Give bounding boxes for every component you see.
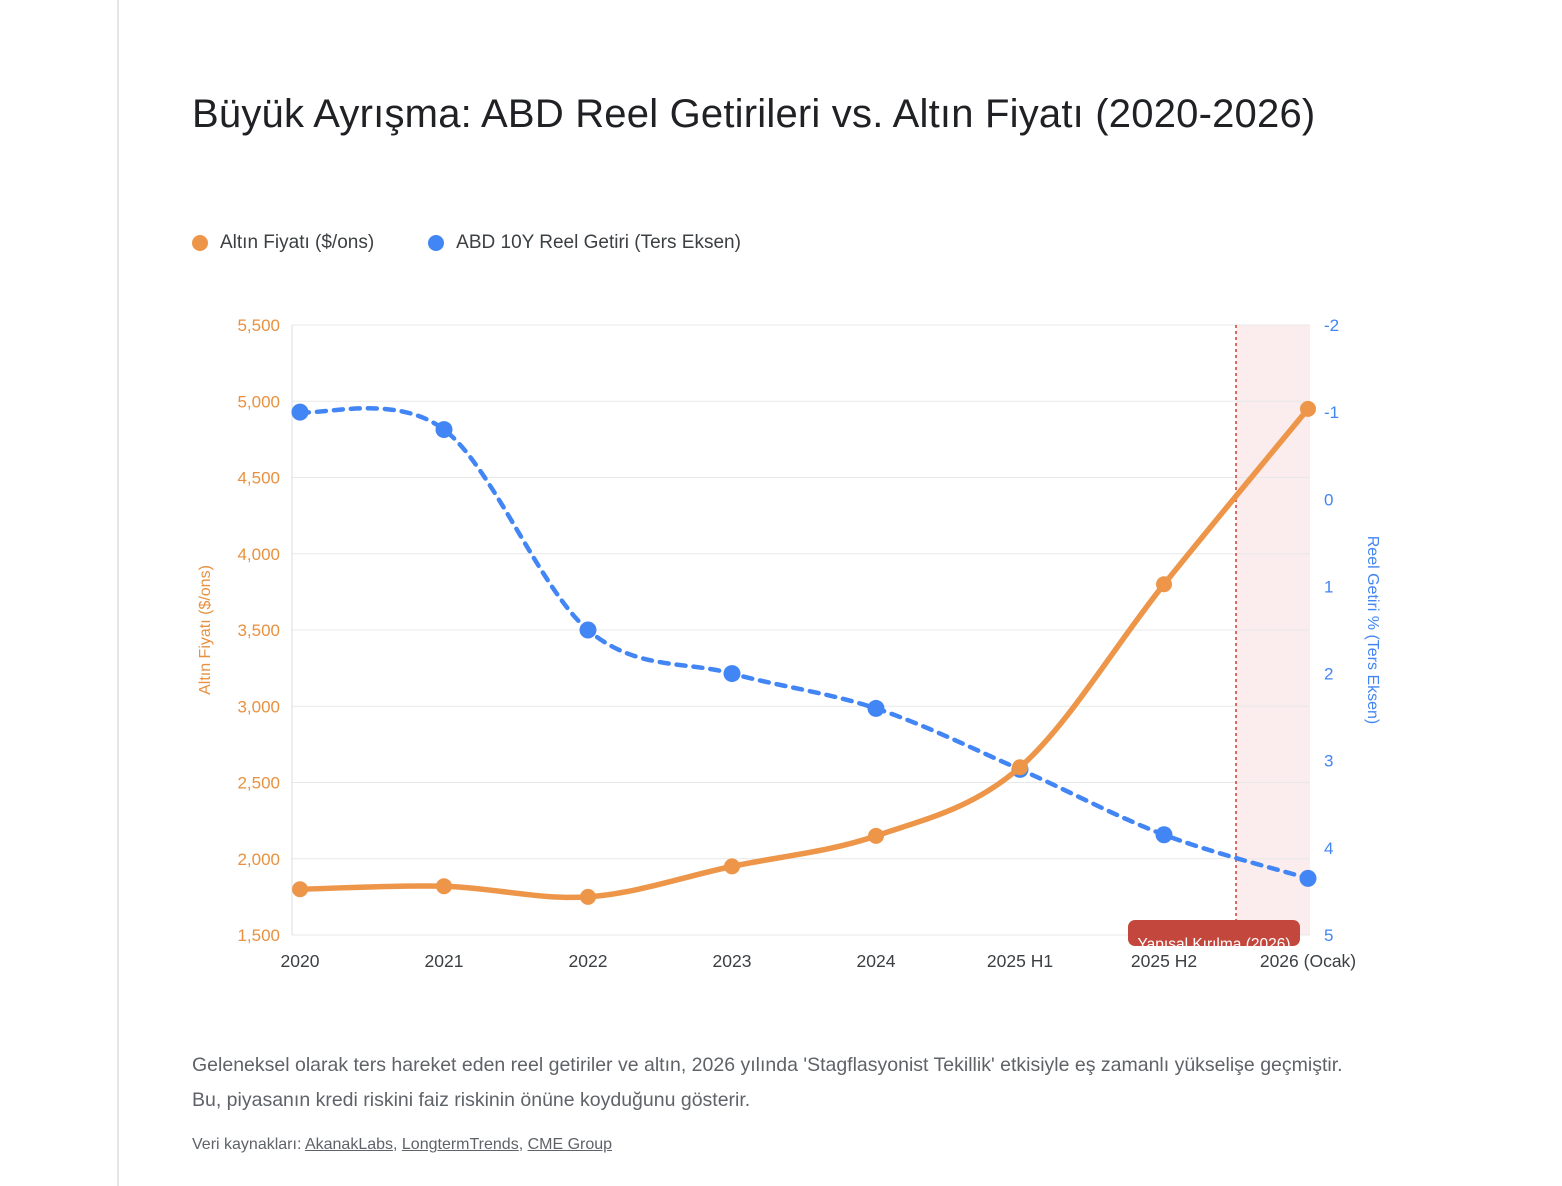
left-tick-label: 3,500 <box>237 621 280 640</box>
right-tick-label: 0 <box>1324 490 1333 509</box>
left-tick-label: 4,500 <box>237 469 280 488</box>
right-tick-label: -2 <box>1324 316 1339 335</box>
right-axis-title: Reel Getiri % (Ters Eksen) <box>1364 536 1380 725</box>
left-tick-label: 3,000 <box>237 697 280 716</box>
x-tick-label: 2023 <box>713 951 752 971</box>
gold-series-marker-icon <box>192 235 208 251</box>
right-tick-label: -1 <box>1324 403 1339 422</box>
sources-separator: , <box>393 1136 402 1153</box>
x-tick-label: 2024 <box>857 951 896 971</box>
chart-legend: Altın Fiyatı ($/ons) ABD 10Y Reel Getiri… <box>192 232 741 254</box>
x-tick-label: 2020 <box>281 951 320 971</box>
right-tick-label: 4 <box>1324 839 1333 858</box>
x-tick-label: 2025 H1 <box>987 951 1053 971</box>
data-point <box>292 881 308 898</box>
series-line <box>297 406 1311 881</box>
data-point <box>867 699 885 717</box>
right-tick-label: 1 <box>1324 577 1333 596</box>
left-tick-label: 2,000 <box>237 850 280 869</box>
data-point <box>1155 826 1173 844</box>
source-link-longtermtrends[interactable]: LongtermTrends <box>401 1136 519 1153</box>
chart-caption: Geleneksel olarak ters hareket eden reel… <box>192 1053 1343 1111</box>
left-axis-title: Altın Fiyatı ($/ons) <box>197 565 214 695</box>
legend-item-gold: Altın Fiyatı ($/ons) <box>192 232 374 254</box>
x-tick-label: 2026 (Ocak) <box>1260 951 1356 971</box>
line-chart: 1,500 2,000 2,500 3,000 3,500 4,000 4,500 5,000… <box>197 316 1380 971</box>
data-point <box>868 827 884 844</box>
source-link-akanaklabs[interactable]: AkanakLabs <box>304 1136 394 1153</box>
annotation-label: Yapısal Kırılma (2026) <box>1137 936 1290 953</box>
x-tick-label: 2025 H2 <box>1131 951 1197 971</box>
legend-label-gold: Altın Fiyatı ($/ons) <box>220 232 375 253</box>
annotation-box <box>1128 920 1300 946</box>
data-point <box>1300 400 1316 417</box>
left-tick-label: 5,000 <box>237 392 280 411</box>
data-sources: Veri kaynakları: AkanakLabs, LongtermTre… <box>192 1136 1352 1154</box>
left-tick-label: 2,500 <box>237 774 280 793</box>
series-line <box>297 406 1311 901</box>
data-point <box>435 421 453 439</box>
left-tick-label: 4,000 <box>237 545 280 564</box>
data-point <box>579 621 597 639</box>
yield-series-marker-icon <box>428 235 445 251</box>
left-tick-label: 5,500 <box>237 316 280 335</box>
data-point <box>724 858 740 875</box>
sources-prefix: Veri kaynakları: <box>192 1136 305 1153</box>
left-tick-label: 1,500 <box>237 926 280 945</box>
data-point <box>723 665 741 683</box>
x-tick-label: 2021 <box>425 951 464 971</box>
data-point <box>291 403 309 421</box>
right-tick-label: 5 <box>1324 926 1333 945</box>
data-point <box>436 878 452 895</box>
data-point <box>1156 576 1172 593</box>
right-tick-label: 2 <box>1324 665 1333 684</box>
data-point <box>580 888 596 905</box>
source-link-cmegroup[interactable]: CME Group <box>527 1136 613 1153</box>
legend-item-yield: ABD 10Y Reel Getiri (Ters Eksen) <box>428 232 741 254</box>
chart-title: Büyük Ayrışma: ABD Reel Getirileri vs. A… <box>192 91 1316 136</box>
page-left-border <box>117 0 119 1186</box>
data-point <box>1299 869 1317 887</box>
sources-separator: , <box>518 1136 528 1153</box>
right-tick-label: 3 <box>1324 752 1333 771</box>
x-tick-label: 2022 <box>569 951 608 971</box>
legend-label-yield: ABD 10Y Reel Getiri (Ters Eksen) <box>456 232 741 253</box>
data-point <box>1012 759 1028 776</box>
